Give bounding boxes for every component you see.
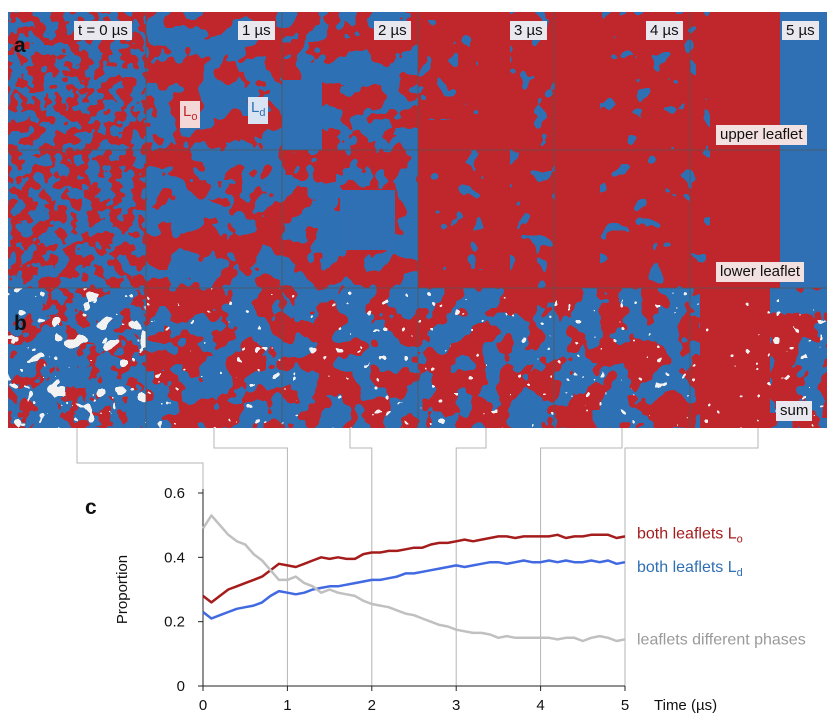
row-label-upper: upper leaflet <box>716 125 807 145</box>
panel-label-a: a <box>14 34 26 57</box>
chart-labels: both leaflets Lo both leaflets Ld leaflets… <box>637 525 806 648</box>
connector-line-2 <box>349 428 373 686</box>
y-tick-label: 0.2 <box>164 614 185 631</box>
phase-lo-sub: o <box>191 111 198 123</box>
series-label-different-phases: leaflets different phases <box>637 631 806 648</box>
row-label-lower: lower leaflet <box>716 262 805 282</box>
phase-tag-lo: Lo <box>180 101 201 128</box>
connector-line-4 <box>540 428 623 686</box>
time-label-2: 2 µs <box>374 21 411 40</box>
y-tick-label: 0 <box>177 678 185 695</box>
y-tick-label: 0.6 <box>164 485 185 502</box>
connector-line-3 <box>455 428 487 686</box>
series-line-both-ld <box>202 559 626 620</box>
x-tick-label: 0 <box>199 697 207 714</box>
connector-line-1 <box>213 428 288 686</box>
connector-line-5 <box>624 428 759 686</box>
panel-label-c: c <box>85 496 97 519</box>
connector-line-0 <box>76 428 204 686</box>
y-tick-label: 0.4 <box>164 549 185 566</box>
panel-label-b: b <box>14 312 27 335</box>
y-axis-label: Proportion <box>114 555 131 624</box>
phase-tag-ld: Ld <box>248 97 269 124</box>
x-tick-label: 1 <box>283 697 291 714</box>
x-tick-label: 5 <box>621 697 629 714</box>
simulation-snapshots <box>8 12 827 428</box>
series-line-both-lo <box>202 533 626 604</box>
connector-lines <box>76 428 759 686</box>
sum-row <box>8 288 827 428</box>
phase-ld-sub: d <box>259 107 266 119</box>
series-label-both-lo: both leaflets Lo <box>637 525 743 545</box>
time-label-1: 1 µs <box>238 21 275 40</box>
time-label-3: 3 µs <box>510 21 547 40</box>
row-label-sum: sum <box>776 401 813 421</box>
chart-axes: 0 0.2 0.4 0.6 0 1 2 3 4 5 Time (µs) Proportion <box>114 485 717 714</box>
series-label-both-ld: both leaflets Ld <box>637 559 743 579</box>
phase-lo-base: L <box>183 103 192 120</box>
x-axis-label: Time (µs) <box>654 697 717 714</box>
series-line-different-phases <box>201 514 626 643</box>
x-tick-label: 4 <box>536 697 544 714</box>
frame-grid <box>8 12 827 428</box>
phase-ld-base: L <box>251 99 260 116</box>
time-label-0: t = 0 µs <box>74 21 132 40</box>
x-tick-label: 2 <box>368 697 376 714</box>
chart-series <box>201 514 626 643</box>
time-label-4: 4 µs <box>646 21 683 40</box>
time-label-5: 5 µs <box>782 21 819 40</box>
x-tick-label: 3 <box>452 697 460 714</box>
